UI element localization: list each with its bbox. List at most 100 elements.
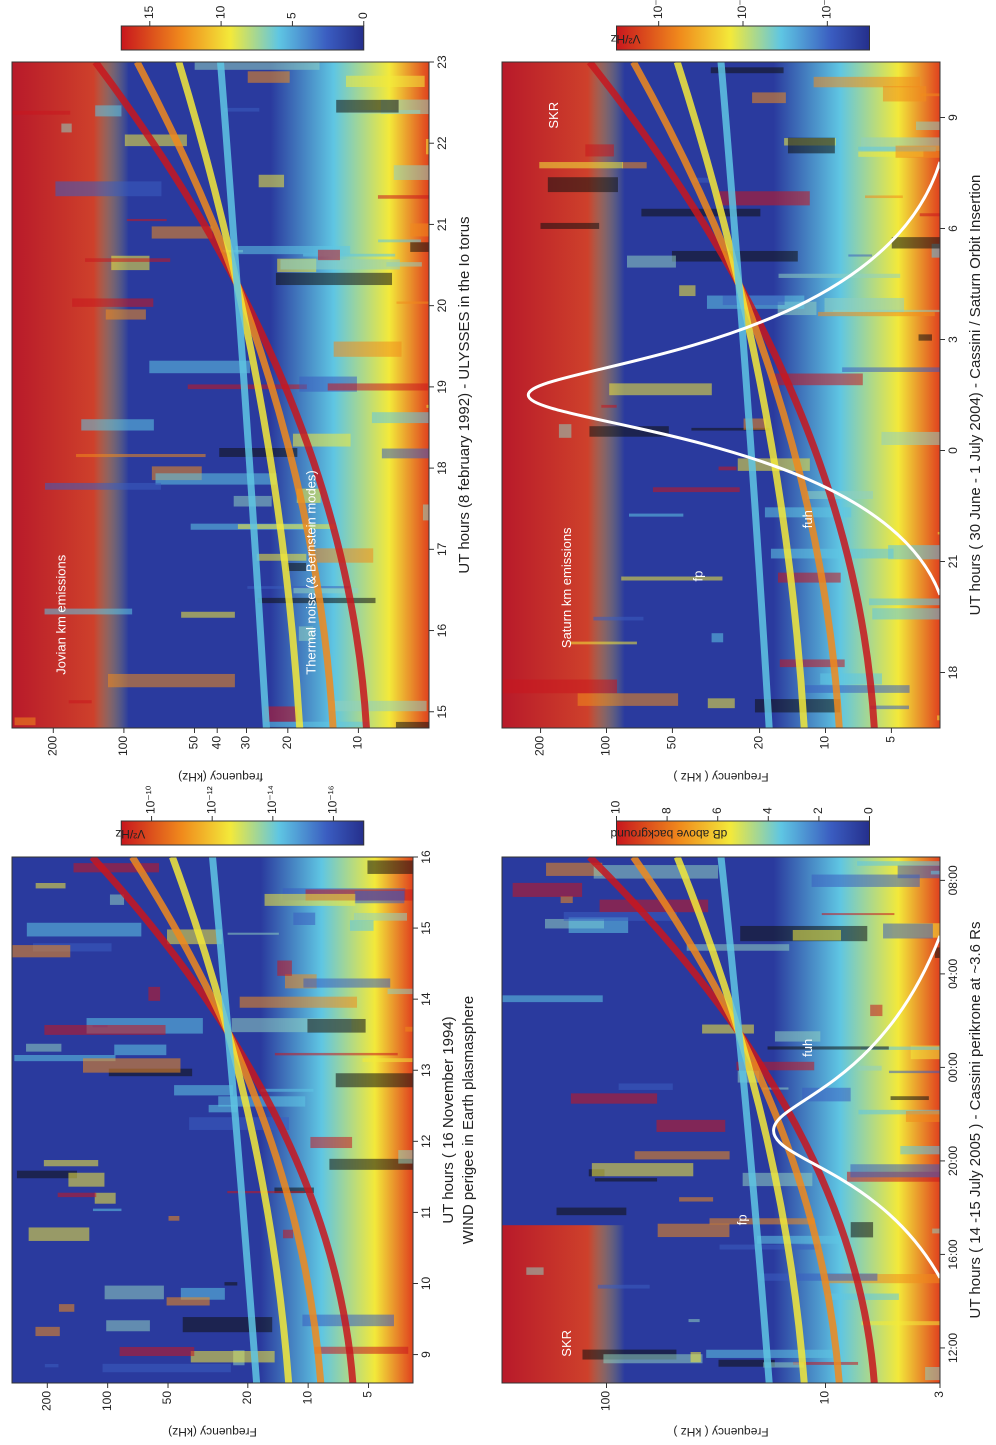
colorbar-tick-label: 15 xyxy=(142,5,156,19)
texture xyxy=(13,111,71,115)
texture xyxy=(74,863,159,872)
texture xyxy=(621,577,722,581)
annotation: Thermal noise (& Bernstein modes) xyxy=(304,470,319,674)
x-tick-label: 16:00 xyxy=(946,1239,960,1269)
texture xyxy=(822,913,895,915)
texture xyxy=(106,309,146,319)
texture xyxy=(752,92,786,103)
x-tick-label: 9 xyxy=(946,114,960,121)
texture xyxy=(539,162,623,168)
texture xyxy=(110,894,124,904)
texture xyxy=(679,285,695,296)
y-tick-label: 20 xyxy=(280,736,294,750)
texture xyxy=(548,177,618,192)
texture xyxy=(793,930,841,941)
texture xyxy=(619,1083,673,1090)
texture xyxy=(916,122,996,130)
texture xyxy=(363,1058,427,1062)
texture xyxy=(603,1354,702,1363)
texture xyxy=(114,1045,166,1056)
y-axis-label: Frequency ( kHz ) xyxy=(673,770,768,784)
y-tick-label: 50 xyxy=(187,736,201,750)
x-tick-label: 17 xyxy=(435,542,449,556)
x-tick-label: 23 xyxy=(435,55,449,69)
texture xyxy=(635,1151,730,1159)
annotation: Saturn km emissions xyxy=(559,527,574,648)
texture xyxy=(872,608,980,619)
texture xyxy=(334,342,402,357)
y-tick-label: 10 xyxy=(300,1391,314,1405)
texture xyxy=(503,680,617,694)
y-tick-label: 100 xyxy=(599,1391,613,1411)
y-tick-label: 100 xyxy=(116,736,130,756)
texture xyxy=(935,947,996,958)
texture xyxy=(310,1137,352,1148)
colorbar-tick-label: 10⁻¹⁶ xyxy=(326,785,340,814)
y-tick-label: 10 xyxy=(818,736,832,750)
texture xyxy=(712,633,724,642)
texture xyxy=(167,1297,210,1305)
texture xyxy=(851,1222,873,1237)
spectrogram xyxy=(502,62,996,728)
texture xyxy=(629,514,683,517)
colorbar xyxy=(617,26,870,50)
x-tick-label: 04:00 xyxy=(946,959,960,989)
texture xyxy=(355,891,405,903)
texture xyxy=(388,989,513,994)
texture xyxy=(181,612,235,618)
texture xyxy=(44,1025,165,1035)
texture xyxy=(938,532,960,535)
texture xyxy=(891,1096,929,1100)
colorbar-tick-label: 4 xyxy=(760,807,774,814)
texture xyxy=(410,242,491,252)
texture xyxy=(503,995,603,1002)
texture xyxy=(58,1193,97,1197)
texture xyxy=(354,913,407,921)
texture xyxy=(627,256,676,268)
texture xyxy=(919,334,932,340)
texture xyxy=(35,1327,59,1336)
texture xyxy=(81,419,154,430)
texture xyxy=(149,361,250,374)
texture xyxy=(45,1364,59,1367)
texture xyxy=(598,1285,650,1289)
texture xyxy=(561,896,573,903)
colorbar-tick-label: 10⁻¹² xyxy=(651,0,665,19)
annotation: SKR xyxy=(546,102,561,129)
texture xyxy=(269,722,368,727)
colorbar-tick-label: 10⁻¹² xyxy=(204,786,218,814)
colorbar-tick-label: 10⁻¹⁴ xyxy=(265,785,279,814)
texture xyxy=(842,367,949,372)
texture xyxy=(336,100,398,113)
y-tick-label: 10 xyxy=(351,736,365,750)
texture xyxy=(689,1319,700,1322)
texture xyxy=(564,912,677,921)
colorbar-tick-label: 10 xyxy=(213,5,227,19)
texture xyxy=(888,545,979,559)
caption: UT hours ( 14 -15 July 2005 ) - Cassini … xyxy=(967,922,984,1319)
texture xyxy=(61,124,71,133)
panel: 9101112131415165102050100200Frequency (k… xyxy=(12,785,523,1439)
texture xyxy=(394,165,486,180)
texture xyxy=(937,715,996,720)
texture xyxy=(932,244,996,258)
texture xyxy=(679,1197,713,1201)
x-tick-label: 15 xyxy=(435,705,449,719)
x-tick-label: 9 xyxy=(419,1351,433,1358)
texture xyxy=(276,273,392,285)
texture xyxy=(896,146,972,158)
texture xyxy=(862,1321,981,1325)
texture xyxy=(174,1085,233,1095)
texture xyxy=(601,405,616,408)
texture xyxy=(68,1173,104,1187)
texture xyxy=(571,1093,657,1103)
y-axis-label: frequency (kHz) xyxy=(178,770,263,784)
texture xyxy=(372,412,458,423)
texture xyxy=(350,920,374,931)
x-tick-label: 16 xyxy=(419,850,433,864)
texture xyxy=(336,1073,426,1087)
texture xyxy=(280,259,399,269)
texture xyxy=(293,913,315,925)
y-tick-label: 3 xyxy=(932,1391,946,1398)
panel: 1516171819202122231020304050100200freque… xyxy=(12,5,528,784)
